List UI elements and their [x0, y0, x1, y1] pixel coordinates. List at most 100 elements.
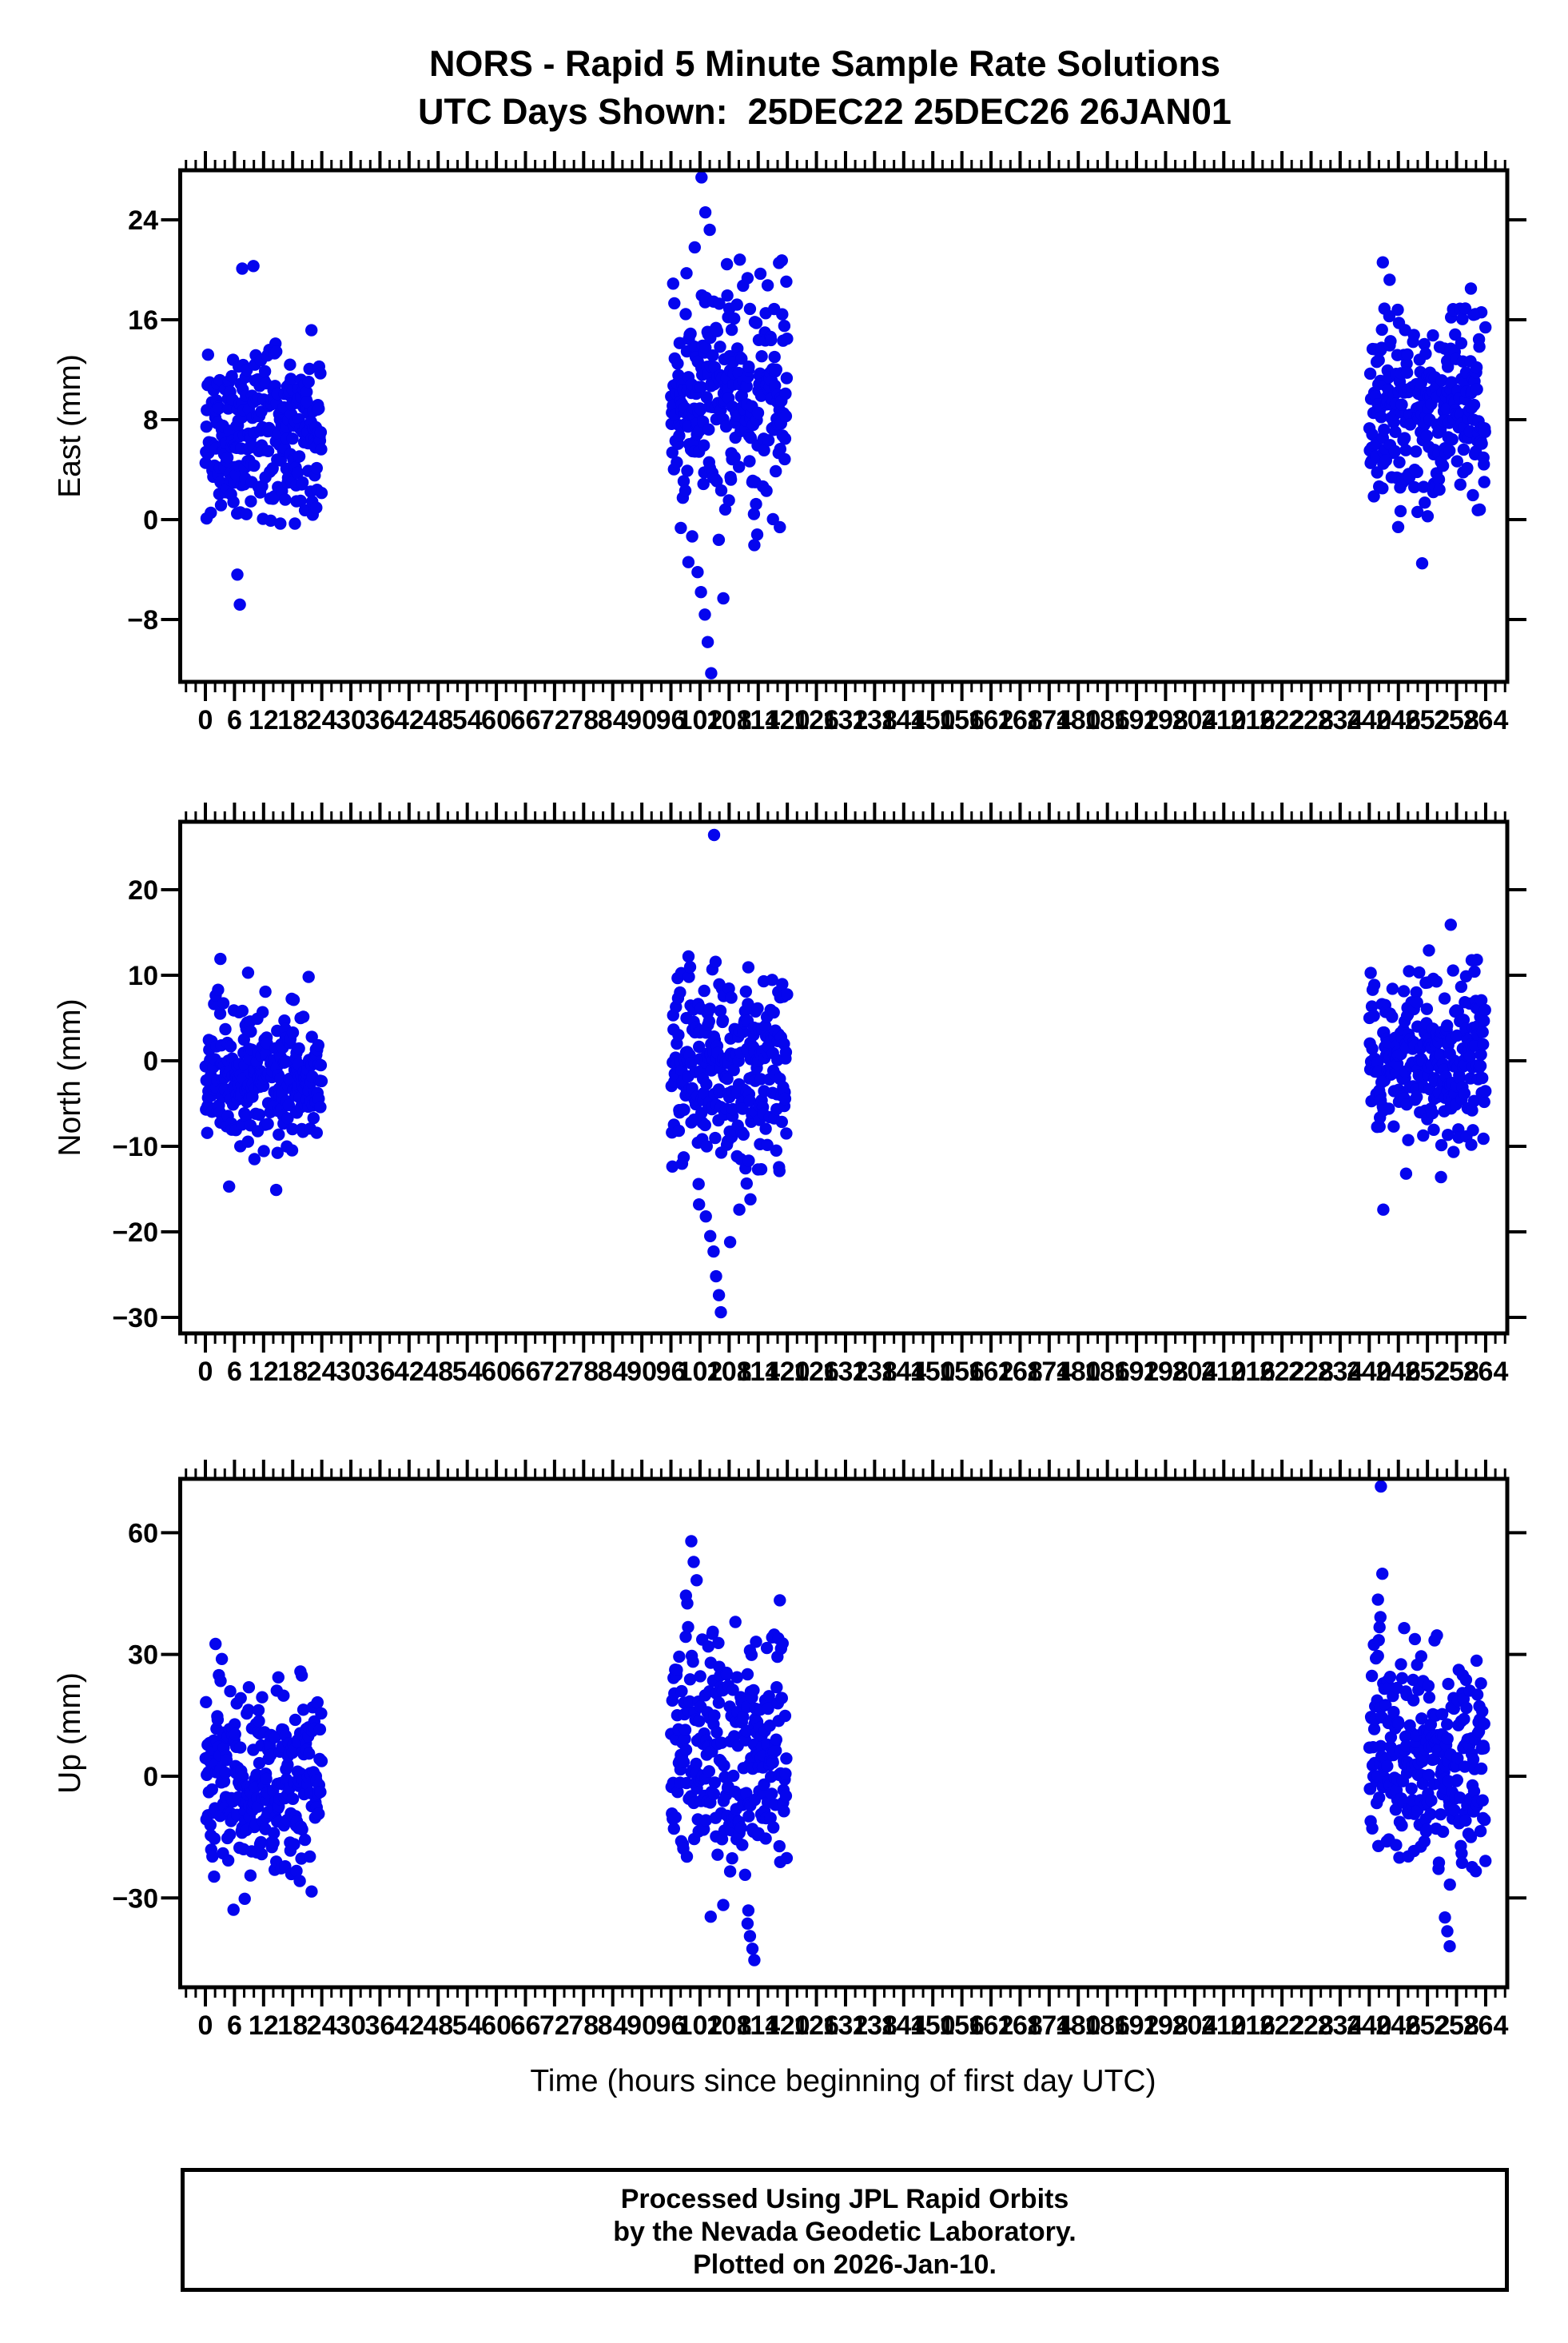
data-point	[277, 1689, 290, 1702]
data-point	[1410, 445, 1423, 458]
outlier-data-point	[1375, 1480, 1387, 1493]
data-point	[774, 520, 786, 534]
x-tick-label: 24	[307, 2010, 337, 2041]
x-tick-label: 84	[598, 705, 628, 735]
outlier-data-point	[236, 262, 249, 275]
data-point	[1478, 1717, 1490, 1731]
data-point	[679, 1732, 691, 1745]
data-point	[774, 1594, 786, 1607]
data-point	[245, 1025, 257, 1038]
data-point	[1479, 1085, 1492, 1098]
data-point	[725, 323, 738, 337]
data-point	[268, 1827, 281, 1839]
data-point	[699, 341, 712, 354]
outlier-data-point	[1444, 918, 1458, 931]
x-tick-label: 168	[997, 2010, 1043, 2041]
data-point	[1363, 367, 1377, 381]
data-point	[781, 333, 794, 345]
outlier-data-point	[1439, 1911, 1451, 1924]
data-point	[755, 350, 768, 363]
data-point	[314, 1058, 328, 1072]
x-tick-label: 18	[277, 1357, 308, 1387]
data-point	[1474, 1048, 1487, 1062]
y-tick-label: 0	[143, 1046, 158, 1077]
x-tick-label: 168	[997, 1357, 1043, 1387]
data-point	[750, 1636, 762, 1648]
data-point	[778, 1092, 792, 1106]
data-point	[681, 464, 694, 477]
data-point	[1442, 1129, 1455, 1142]
data-point	[1401, 348, 1414, 361]
data-point	[761, 1138, 774, 1152]
data-point	[293, 1042, 305, 1055]
data-point	[672, 1124, 686, 1138]
data-point	[240, 508, 253, 520]
x-tick-label: 192	[1114, 705, 1160, 735]
data-point	[1375, 323, 1388, 337]
data-point	[684, 327, 697, 341]
data-point	[1455, 1847, 1468, 1860]
data-point	[702, 423, 715, 436]
east-scatter-cluster-3	[1363, 256, 1492, 570]
x-tick-label: 120	[765, 705, 810, 735]
data-point	[303, 1747, 316, 1760]
outlier-data-point	[247, 260, 260, 273]
data-point	[1415, 1650, 1428, 1663]
data-point	[257, 1145, 270, 1158]
data-point	[674, 986, 686, 999]
x-tick-label: 198	[1143, 1357, 1188, 1387]
data-point	[1418, 1835, 1431, 1848]
chart-subtitle: UTC Days Shown: 25DEC22 25DEC26 26JAN01	[418, 91, 1232, 132]
data-point	[310, 501, 323, 514]
data-point	[1478, 1014, 1490, 1027]
data-point	[671, 357, 684, 370]
x-tick-label: 108	[706, 1357, 752, 1387]
data-point	[1443, 444, 1456, 457]
outlier-data-point	[1441, 1925, 1454, 1938]
data-point	[737, 1128, 750, 1142]
data-point	[302, 376, 315, 389]
data-point	[1395, 1819, 1408, 1832]
outlier-data-point	[705, 667, 718, 679]
data-point	[1411, 505, 1424, 519]
data-point	[762, 1702, 774, 1715]
x-tick-label: 36	[364, 2010, 395, 2041]
outlier-data-point	[691, 566, 704, 579]
x-tick-label: 246	[1375, 1357, 1421, 1387]
data-point	[281, 1112, 294, 1125]
data-point	[223, 1828, 237, 1841]
data-point	[314, 367, 327, 380]
data-point	[315, 1074, 328, 1088]
x-tick-label: 156	[939, 705, 985, 735]
data-point	[1476, 1794, 1489, 1807]
up-scatter-cluster-3	[1363, 1480, 1492, 1953]
data-point	[1436, 1825, 1450, 1839]
data-point	[259, 985, 272, 998]
x-tick-label: 240	[1347, 1357, 1392, 1387]
x-tick-label: 6	[227, 1357, 242, 1387]
x-tick-label: 138	[852, 705, 897, 735]
x-tick-label: 180	[1056, 2010, 1101, 2041]
data-point	[1468, 965, 1481, 978]
data-point	[724, 473, 738, 486]
x-tick-label: 66	[511, 705, 541, 735]
data-point	[698, 1118, 711, 1132]
data-point	[258, 365, 272, 378]
data-point	[307, 1112, 320, 1125]
data-point	[770, 464, 782, 478]
data-point	[1476, 1705, 1489, 1718]
x-tick-label: 234	[1318, 705, 1363, 735]
data-point	[741, 1668, 754, 1681]
data-point	[219, 1767, 232, 1779]
data-point	[1373, 1791, 1386, 1804]
x-tick-label: 36	[364, 705, 395, 735]
data-point	[751, 1002, 764, 1015]
data-point	[1386, 1010, 1399, 1023]
x-tick-label: 60	[481, 1357, 511, 1387]
data-point	[1470, 361, 1483, 374]
data-point	[217, 997, 230, 1010]
x-tick-label: 102	[678, 705, 723, 735]
east-x-tick-labels: 0 6 12182430364248546066727884909610210811…	[198, 705, 1509, 735]
